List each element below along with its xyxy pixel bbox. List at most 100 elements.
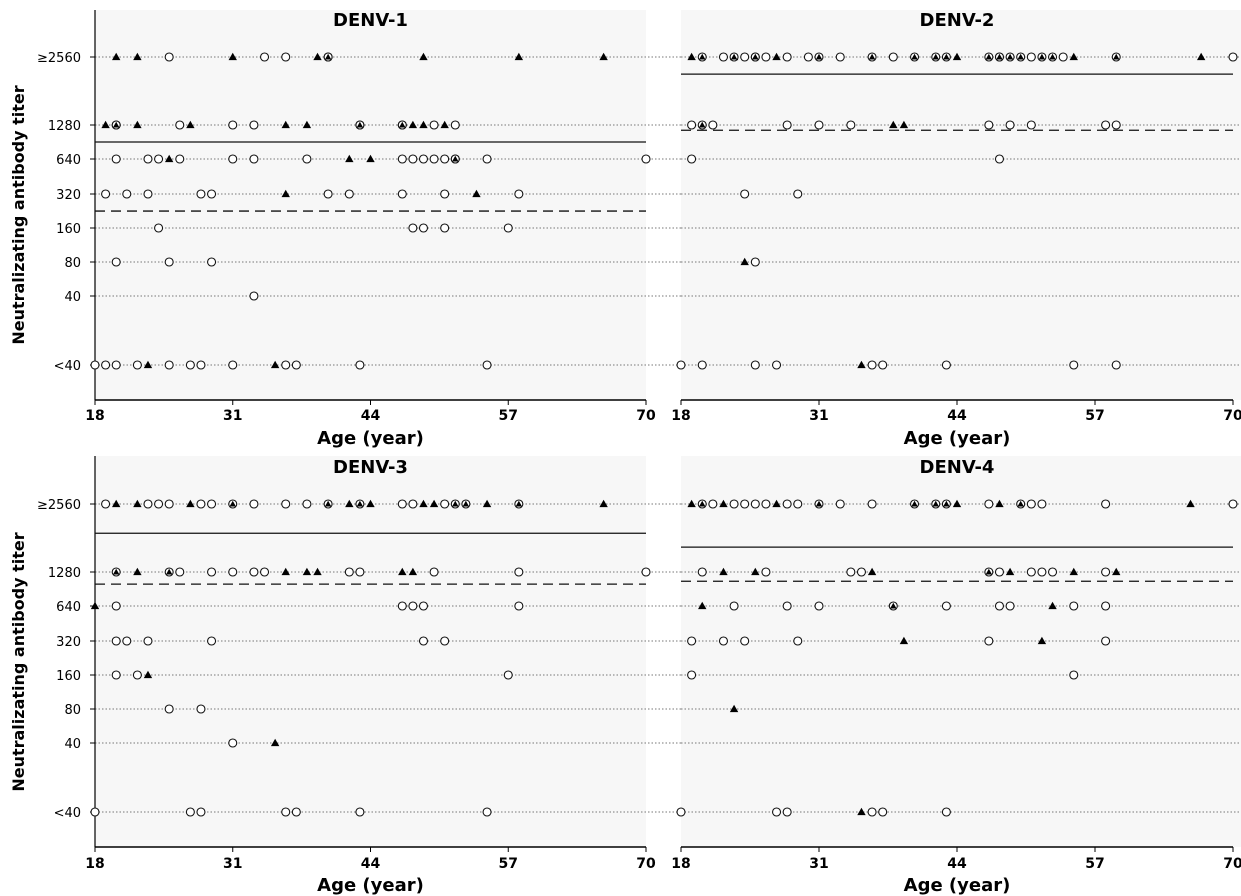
open-circle-marker [323,189,333,199]
panel-denv-3: DENV-3 <40 40 80 160 320 640 1280 ≥2560 18 31 44 57 7… [37,456,681,896]
filled-circle-triangle [1017,500,1024,507]
triangle-marker [270,738,280,747]
open-circle-marker [941,360,951,370]
open-circle-marker [440,499,450,509]
open-circle-marker [185,360,195,370]
triangle-marker [599,52,608,61]
triangle-marker [1005,567,1015,576]
open-circle-marker [697,360,707,370]
open-circle-marker [207,567,217,577]
open-circle-marker [408,154,418,164]
open-circle-marker [228,360,238,370]
open-circle-marker [164,704,174,714]
open-circle-marker [984,120,994,130]
x-tick-label: 18 [671,408,690,424]
triangle-marker [302,120,312,129]
open-circle-marker [291,807,301,817]
open-circle-marker [302,154,312,164]
filled-circle-triangle [1006,53,1014,60]
filled-circle-triangle [399,121,406,128]
triangle-marker [270,360,280,369]
open-circle-marker [782,499,792,509]
filled-circle-triangle [996,53,1003,60]
open-circle-marker [835,52,845,62]
triangle-marker [90,601,100,610]
triangle-marker [133,120,142,129]
filled-circle-triangle [730,53,738,60]
triangle-marker [482,499,492,508]
triangle-marker [133,499,142,508]
y-tick-label: 40 [64,737,81,752]
open-circle-marker [740,499,750,509]
triangle-marker [345,154,354,163]
open-circle-marker [101,360,111,370]
triangle-marker [111,52,121,61]
x-axis-title: Age (year) [904,428,1011,449]
open-circle-marker [1037,499,1047,509]
open-circle-marker [1111,120,1121,130]
y-axis-title-top: Neutralizating antibody titer [9,85,28,344]
x-tick-label: 57 [1085,856,1104,872]
open-circle-marker [132,670,142,680]
open-circle-marker [1101,499,1111,509]
x-tick-label: 31 [809,408,828,424]
open-circle-marker [514,567,524,577]
panel-title: DENV-2 [920,10,995,31]
triangle-marker [313,567,322,576]
x-tick-label: 70 [636,408,656,424]
open-circle-marker [281,499,291,509]
open-circle-marker [503,670,513,680]
open-circle-marker [750,499,760,509]
open-circle-marker [196,499,206,509]
open-circle-marker [440,636,450,646]
open-circle-marker [397,601,407,611]
filled-circle-triangle [932,53,939,60]
triangle-marker [740,257,749,266]
plot-background [681,456,1241,847]
open-circle-marker [1005,601,1015,611]
filled-circle-triangle [324,500,332,507]
open-circle-marker [418,636,429,646]
triangle-marker [366,499,375,508]
triangle-marker [1196,52,1206,61]
open-circle-marker [249,154,259,164]
triangle-marker [302,567,312,576]
filled-circle-triangle [356,500,364,507]
open-circle-marker [676,807,686,817]
triangle-marker [1069,567,1078,576]
open-circle-marker [878,360,888,370]
open-circle-marker [355,360,365,370]
triangle-marker [698,601,707,610]
filled-circle-triangle [911,53,918,60]
open-circle-marker [143,154,153,164]
triangle-marker [419,120,428,129]
open-circle-marker [164,257,174,267]
y-axis-title-bottom: Neutralizating antibody titer [9,532,28,791]
triangle-marker [419,499,428,508]
triangle-marker [857,807,866,816]
open-circle-marker [196,360,206,370]
filled-circle-triangle [943,53,950,60]
open-circle-marker [355,567,365,577]
x-tick-label: 57 [499,856,518,872]
y-tick-label: 640 [56,600,81,615]
open-circle-marker [355,807,365,817]
filled-circle-triangle [943,500,950,507]
open-circle-marker [344,567,354,577]
open-circle-marker [111,670,121,680]
triangle-marker [419,52,428,61]
open-circle-marker [514,601,524,611]
y-tick-label: <40 [54,359,81,374]
open-circle-marker [687,636,697,646]
triangle-marker [857,360,866,369]
open-circle-marker [1069,601,1079,611]
open-circle-marker [782,52,792,62]
triangle-marker [366,154,375,163]
open-circle-marker [793,636,803,646]
filled-circle-triangle [985,53,993,60]
open-circle-marker [697,567,707,577]
open-circle-marker [207,257,217,267]
filled-circle-triangle [112,121,120,128]
open-circle-marker [143,499,153,509]
triangle-marker [143,670,153,679]
